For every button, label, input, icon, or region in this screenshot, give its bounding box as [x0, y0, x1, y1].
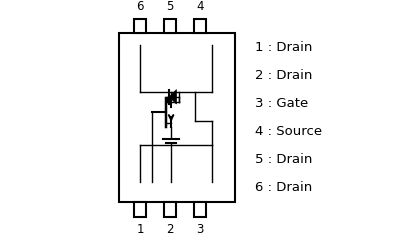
Text: 2: 2 — [166, 223, 174, 236]
Bar — [134, 202, 146, 217]
Text: 3 : Gate: 3 : Gate — [255, 97, 309, 110]
Bar — [119, 33, 235, 202]
Polygon shape — [169, 90, 176, 104]
Bar — [164, 19, 176, 33]
Text: 6 : Drain: 6 : Drain — [255, 181, 312, 194]
Text: 6: 6 — [136, 0, 144, 13]
Bar — [164, 202, 176, 217]
Text: 5 : Drain: 5 : Drain — [255, 153, 313, 166]
Bar — [194, 19, 206, 33]
Text: 3: 3 — [197, 223, 204, 236]
Text: 4: 4 — [196, 0, 204, 13]
Text: 5: 5 — [166, 0, 174, 13]
Text: 4 : Source: 4 : Source — [255, 125, 323, 138]
Text: 1: 1 — [136, 223, 144, 236]
Bar — [134, 19, 146, 33]
Text: 1 : Drain: 1 : Drain — [255, 41, 313, 55]
Text: 2 : Drain: 2 : Drain — [255, 69, 313, 82]
Bar — [194, 202, 206, 217]
